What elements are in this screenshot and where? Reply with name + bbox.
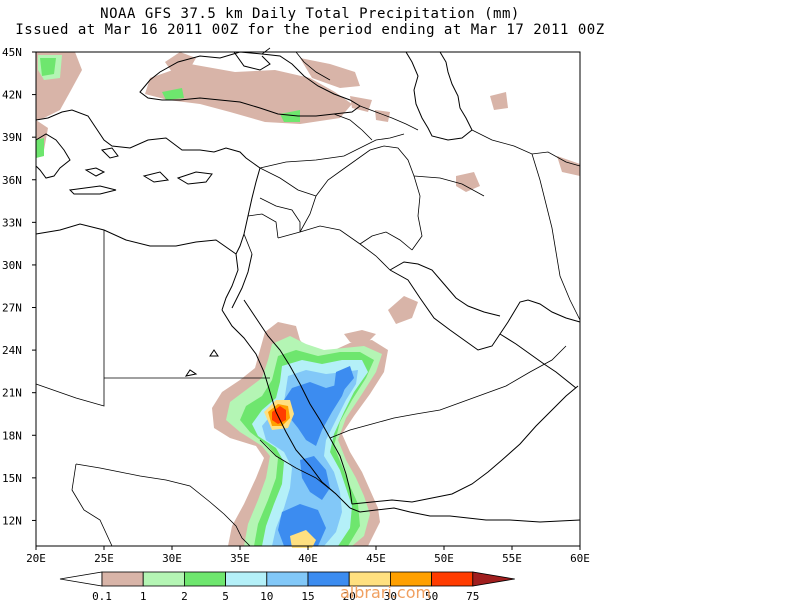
lon-tick-label: 20E: [26, 552, 46, 565]
lon-tick-label: 50E: [434, 552, 454, 565]
colorbar-segment: [59, 571, 103, 587]
lon-tick-label: 30E: [162, 552, 182, 565]
lon-tick-label: 25E: [94, 552, 114, 565]
lon-tick-label: 55E: [502, 552, 522, 565]
colorbar-label: 2: [181, 590, 188, 600]
lat-tick-label: 21N: [2, 387, 22, 400]
precip-15-20-areas: [272, 366, 354, 546]
watermark: albrari.com: [340, 583, 431, 600]
lat-tick-label: 18N: [2, 429, 22, 442]
colorbar-segment: [142, 571, 185, 587]
colorbar-segment: [183, 571, 226, 587]
lon-tick-label: 45E: [366, 552, 386, 565]
colorbar-label: 5: [222, 590, 229, 600]
longitude-ticks: 20E 25E 30E 35E 40E 45E 50E 55E 60E: [26, 546, 590, 565]
colorbar-label: 30: [384, 590, 397, 600]
lat-tick-label: 33N: [2, 216, 22, 229]
colorbar-label: 1: [140, 590, 147, 600]
latitude-ticks: 45N 42N 39N 36N 33N 30N 27N 24N 21N 18N 15N 12N: [2, 46, 36, 527]
colorbar-segment: [431, 571, 474, 587]
colorbar-segment: [225, 571, 268, 587]
political-borders: [35, 47, 581, 547]
lat-tick-label: 27N: [2, 302, 22, 315]
lat-tick-label: 24N: [2, 344, 22, 357]
lon-tick-label: 40E: [298, 552, 318, 565]
colorbar-label: 0.1: [92, 590, 112, 600]
coastlines: [35, 51, 581, 523]
colorbar-label: 10: [260, 590, 273, 600]
colorbar: 0.1 1 2 5 10 15 20 30 50 75: [59, 571, 515, 600]
lat-tick-label: 36N: [2, 174, 22, 187]
lat-tick-label: 39N: [2, 131, 22, 144]
lat-tick-label: 30N: [2, 259, 22, 272]
colorbar-segment: [101, 571, 144, 587]
lat-tick-label: 45N: [2, 46, 22, 59]
map-title: NOAA GFS 37.5 km Daily Total Precipitati…: [100, 6, 520, 22]
colorbar-label: 50: [425, 590, 438, 600]
colorbar-segment: [472, 571, 515, 587]
colorbar-label: 75: [466, 590, 479, 600]
lat-tick-label: 12N: [2, 514, 22, 527]
colorbar-label: 15: [301, 590, 314, 600]
lat-tick-label: 42N: [2, 89, 22, 102]
colorbar-segment: [266, 571, 309, 587]
colorbar-label: 20: [343, 590, 356, 600]
map-subtitle: Issued at Mar 16 2011 00Z for the period…: [15, 22, 605, 38]
lat-tick-label: 15N: [2, 472, 22, 485]
lon-tick-label: 35E: [230, 552, 250, 565]
lon-tick-label: 60E: [570, 552, 590, 565]
